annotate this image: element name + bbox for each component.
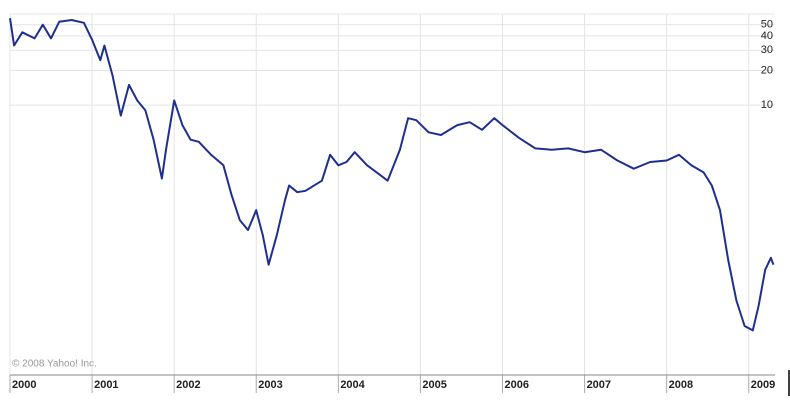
y-tick-label: 50 (761, 19, 773, 31)
x-tick-label: 2002 (176, 379, 200, 391)
y-tick-label: 10 (761, 99, 773, 111)
x-tick-label: 2000 (12, 379, 36, 391)
x-tick-label: 2001 (94, 379, 118, 391)
y-tick-label: 20 (761, 64, 773, 76)
x-tick-label: 2008 (669, 379, 693, 391)
x-tick-label: 2007 (587, 379, 611, 391)
x-tick-label: 2005 (422, 379, 446, 391)
copyright: © 2008 Yahoo! Inc. (12, 359, 97, 370)
price-line (9, 18, 775, 332)
x-tick-label: 2009 (751, 379, 775, 391)
x-tick-label: 2003 (258, 379, 282, 391)
y-tick-label: 30 (761, 44, 773, 56)
y-tick-label: 40 (761, 30, 773, 42)
x-tick-label: 2004 (340, 379, 365, 391)
x-tick-label: 2006 (504, 379, 528, 391)
